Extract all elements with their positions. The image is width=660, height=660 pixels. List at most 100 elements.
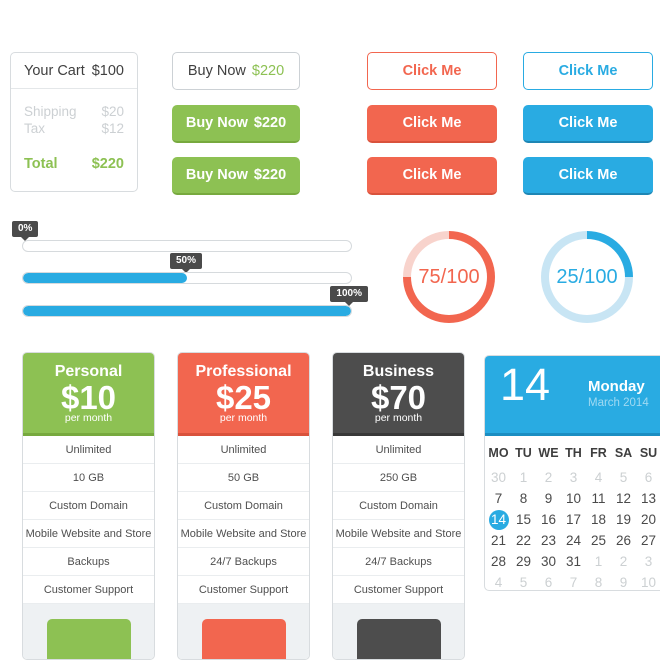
calendar-day[interactable]: 29 — [515, 554, 532, 569]
cart-line-items: Shipping $20 Tax $12 — [11, 89, 137, 137]
calendar-day[interactable]: 2 — [544, 470, 553, 485]
buy-now-button-solid[interactable]: Buy Now $220 — [172, 105, 300, 143]
progress-fill — [23, 306, 351, 316]
progress-bar-0: 0% — [12, 221, 352, 253]
pricing-table-professional: Professional $25 per month Unlimited 50 G… — [177, 352, 310, 660]
cart-total-label: Total — [24, 156, 58, 172]
pricing-header: Professional $25 per month — [178, 353, 309, 436]
calendar-weekday-label: SA — [614, 446, 633, 460]
calendar-day[interactable]: 28 — [490, 554, 507, 569]
click-me-button-blue[interactable]: Click Me — [523, 105, 653, 143]
calendar-day[interactable]: 30 — [490, 470, 507, 485]
click-me-label: Click Me — [402, 115, 462, 131]
calendar-day[interactable]: 15 — [515, 512, 532, 527]
calendar-day[interactable]: 3 — [569, 470, 578, 485]
plan-feature: Mobile Website and Store — [178, 520, 309, 548]
buy-now-label: Buy Now — [185, 167, 248, 183]
calendar-day[interactable]: 1 — [594, 554, 603, 569]
calendar-day[interactable]: 20 — [640, 512, 657, 527]
calendar-day-grid: 30 1 2 3 4 5 6 7 8 9 10 11 12 13 14 15 16 17 18 19 20 21 22 23 2… — [486, 467, 660, 593]
plan-signup-button[interactable] — [201, 619, 286, 659]
calendar-day[interactable]: 10 — [565, 491, 582, 506]
plan-name: Professional — [195, 363, 292, 380]
calendar-day[interactable]: 10 — [640, 575, 657, 590]
calendar-day[interactable]: 9 — [544, 491, 553, 506]
calendar-day[interactable]: 26 — [615, 533, 632, 548]
cart-total-value: $220 — [91, 156, 124, 172]
calendar-day[interactable]: 8 — [519, 491, 528, 506]
calendar-day[interactable]: 7 — [494, 491, 503, 506]
pricing-footer — [23, 604, 154, 659]
progress-track — [22, 240, 352, 252]
progress-bar-100: 100% — [22, 286, 368, 318]
calendar-day[interactable]: 11 — [591, 491, 606, 506]
click-me-label: Click Me — [558, 115, 618, 131]
calendar-day[interactable]: 17 — [565, 512, 582, 527]
plan-feature: Custom Domain — [23, 492, 154, 520]
calendar-day[interactable]: 12 — [615, 491, 632, 506]
radial-ring — [403, 231, 495, 323]
buy-now-button-outline[interactable]: Buy Now $220 — [172, 52, 300, 90]
calendar-day[interactable]: 27 — [640, 533, 657, 548]
calendar-day[interactable]: 6 — [644, 470, 653, 485]
plan-feature: Customer Support — [23, 576, 154, 604]
plan-feature: 50 GB — [178, 464, 309, 492]
calendar-day[interactable]: 9 — [619, 575, 628, 590]
calendar-day[interactable]: 5 — [519, 575, 528, 590]
calendar-day[interactable]: 4 — [494, 575, 503, 590]
plan-feature: Customer Support — [178, 576, 309, 604]
calendar-day[interactable]: 30 — [540, 554, 557, 569]
calendar-day[interactable]: 31 — [565, 554, 582, 569]
calendar-day[interactable]: 7 — [569, 575, 578, 590]
plan-feature: Custom Domain — [333, 492, 464, 520]
click-me-button-outline-red[interactable]: Click Me — [367, 52, 497, 90]
calendar-day[interactable]: 13 — [640, 491, 657, 506]
radial-progress-75: 75/100 — [403, 231, 495, 323]
plan-signup-button[interactable] — [356, 619, 441, 659]
calendar-day[interactable]: 24 — [565, 533, 582, 548]
calendar-day[interactable]: 5 — [619, 470, 628, 485]
calendar-day[interactable]: 4 — [594, 470, 603, 485]
click-me-button-blue[interactable]: Click Me — [523, 157, 653, 195]
buy-now-label: Buy Now — [185, 115, 248, 131]
calendar-day[interactable]: 21 — [490, 533, 507, 548]
calendar-day-selected[interactable]: 14 — [486, 509, 511, 530]
pricing-table-personal: Personal $10 per month Unlimited 10 GB Cus… — [22, 352, 155, 660]
calendar-day[interactable]: 2 — [619, 554, 628, 569]
plan-name: Business — [362, 363, 435, 380]
calendar-day[interactable]: 23 — [540, 533, 557, 548]
buy-now-button-solid[interactable]: Buy Now $220 — [172, 157, 300, 195]
progress-tooltip: 50% — [170, 253, 203, 269]
calendar-month-year: March 2014 — [588, 397, 649, 409]
plan-feature: Unlimited — [178, 436, 309, 464]
click-me-button-red[interactable]: Click Me — [367, 105, 497, 143]
calendar-selected-weekday: Monday — [588, 378, 645, 395]
plan-feature: Mobile Website and Store — [333, 520, 464, 548]
plan-period: per month — [374, 412, 423, 424]
calendar-day[interactable]: 18 — [590, 512, 607, 527]
calendar-day[interactable]: 6 — [544, 575, 553, 590]
calendar-day[interactable]: 22 — [515, 533, 532, 548]
click-me-label: Click Me — [402, 63, 462, 79]
calendar-weekday-row: MO TU WE TH FR SA SU — [486, 442, 660, 464]
calendar-day[interactable]: 25 — [590, 533, 607, 548]
plan-feature: 10 GB — [23, 464, 154, 492]
progress-fill — [23, 273, 187, 283]
plan-feature: 24/7 Backups — [333, 548, 464, 576]
plan-feature-list: Unlimited 10 GB Custom Domain Mobile Websit… — [23, 436, 154, 604]
calendar-day[interactable]: 8 — [594, 575, 603, 590]
click-me-button-red[interactable]: Click Me — [367, 157, 497, 195]
calendar-weekday-label: WE — [538, 446, 559, 460]
plan-signup-button[interactable] — [46, 619, 131, 659]
click-me-label: Click Me — [402, 167, 462, 183]
calendar-day[interactable]: 19 — [615, 512, 632, 527]
calendar-day[interactable]: 1 — [519, 470, 528, 485]
calendar-header: 14 Monday March 2014 — [485, 356, 660, 436]
calendar-day[interactable]: 3 — [644, 554, 653, 569]
calendar-day[interactable]: 16 — [540, 512, 557, 527]
click-me-button-outline-blue[interactable]: Click Me — [523, 52, 653, 90]
pricing-footer — [178, 604, 309, 659]
buy-now-price: $220 — [253, 167, 287, 183]
pricing-footer — [333, 604, 464, 659]
